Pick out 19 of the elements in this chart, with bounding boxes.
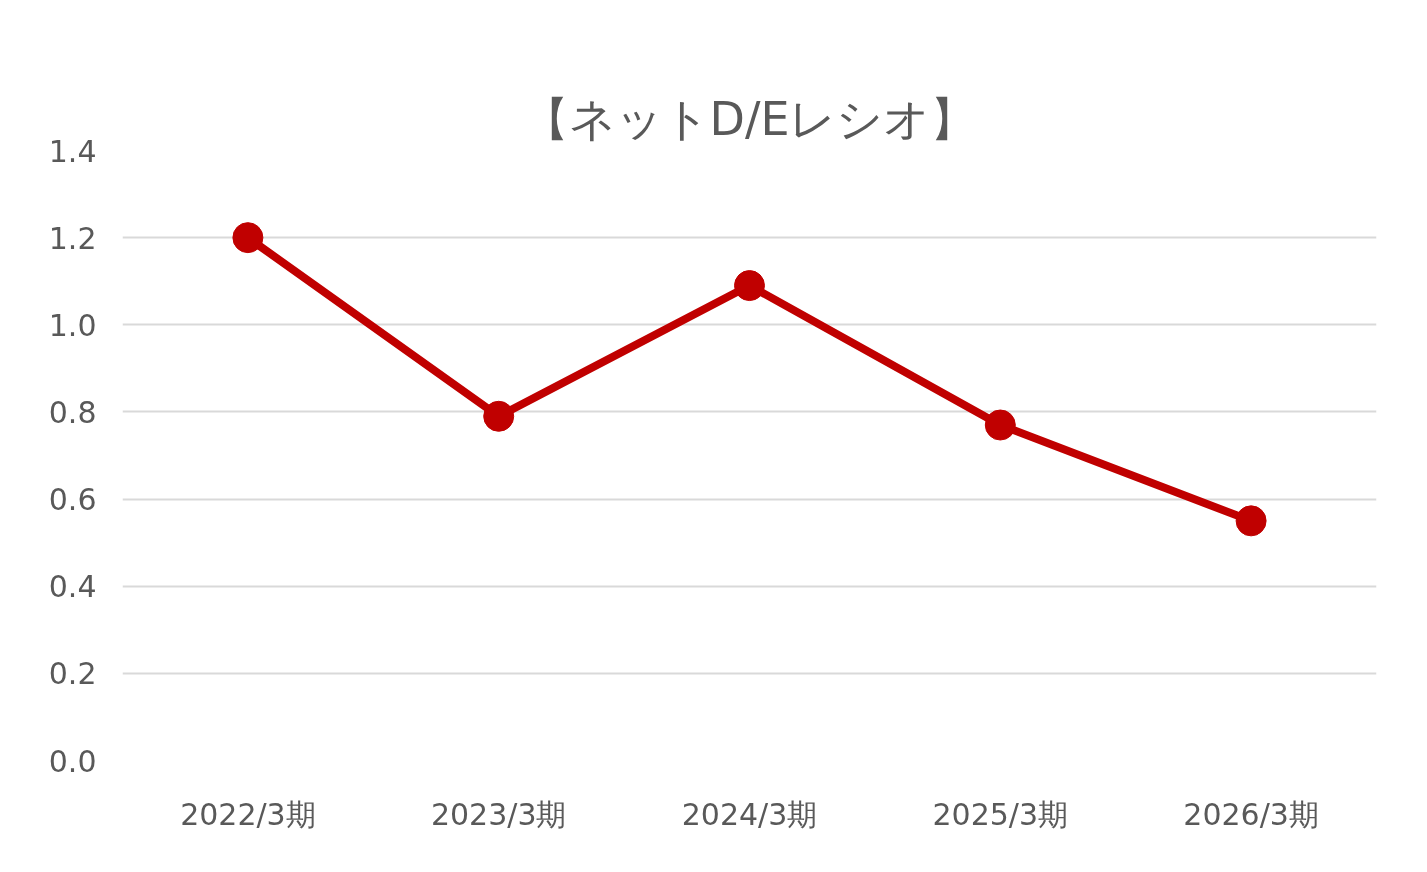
y-tick-label: 0.2	[48, 656, 97, 692]
x-tick-label: 2024/3期	[681, 796, 818, 832]
point	[984, 409, 1016, 441]
y-tick-label: 1.4	[48, 133, 97, 169]
point	[1235, 505, 1267, 537]
point	[232, 222, 264, 254]
y-tick-label: 0.6	[48, 482, 97, 518]
chart-title: 【ネットD/Eレシオ】	[522, 91, 977, 146]
y-tick-label: 0.4	[48, 569, 97, 605]
y-tick-label: 1.0	[48, 307, 97, 343]
y-tick-label: 0.8	[48, 394, 97, 430]
x-tick-label: 2026/3期	[1183, 796, 1319, 832]
x-tick-label: 2025/3期	[932, 796, 1069, 832]
point	[734, 270, 765, 302]
y-tick-label: 1.2	[48, 220, 97, 256]
point	[483, 400, 515, 432]
x-tick-label: 2023/3期	[430, 796, 567, 832]
x-tick-label: 2022/3期	[180, 796, 316, 832]
y-tick-label: 0.0	[48, 743, 97, 779]
